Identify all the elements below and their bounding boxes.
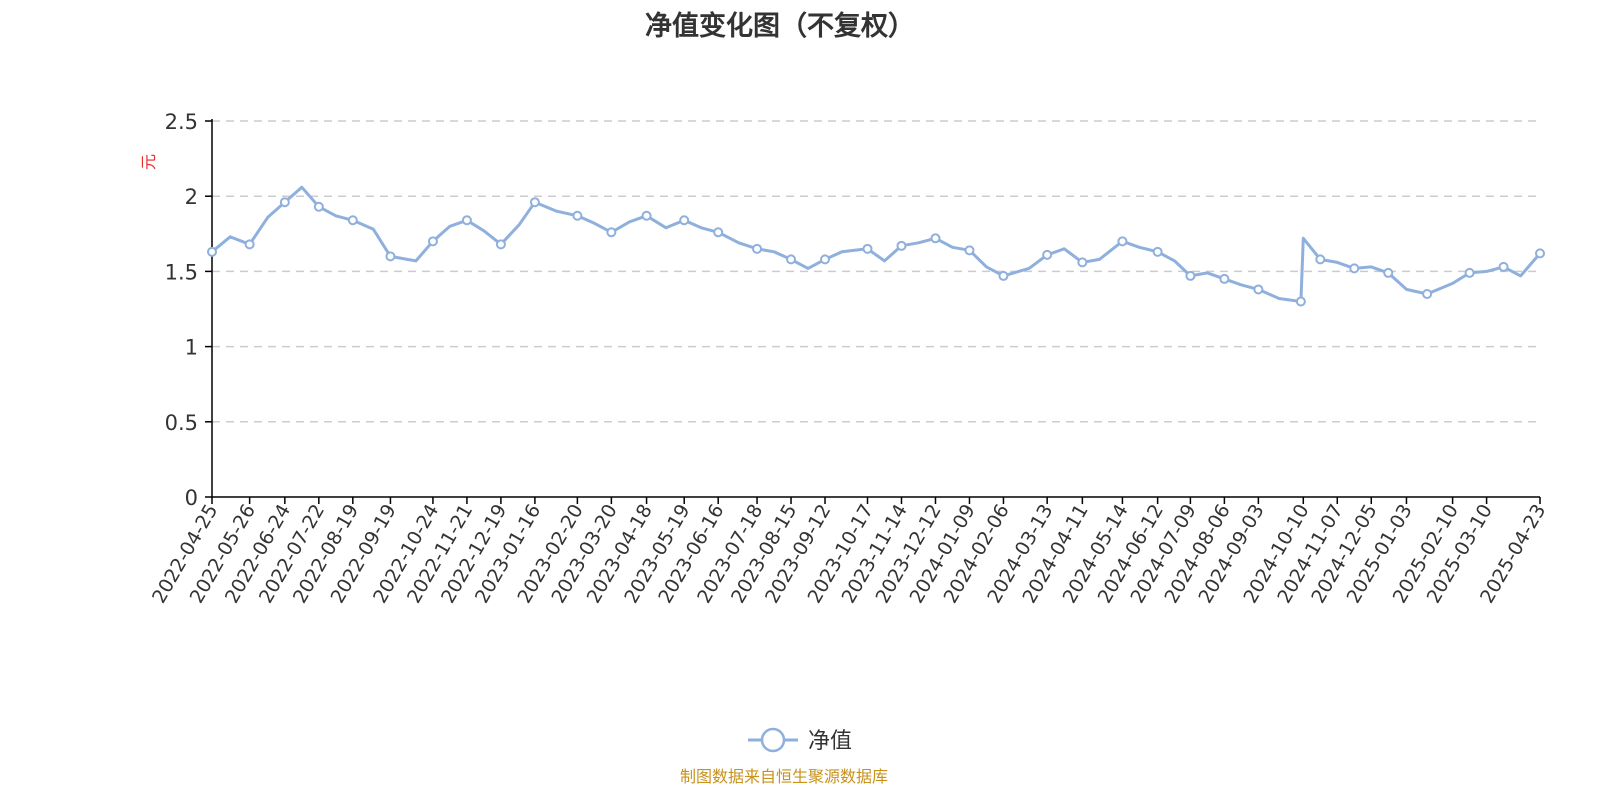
data-point[interactable] bbox=[207, 246, 217, 257]
data-point[interactable] bbox=[786, 254, 797, 265]
data-point[interactable] bbox=[820, 254, 831, 265]
y-tick-label: 2.5 bbox=[165, 110, 198, 134]
y-tick-labels: 0 0.5 1 1.5 2 2.5 bbox=[165, 110, 198, 510]
data-point[interactable] bbox=[896, 240, 907, 251]
data-point[interactable] bbox=[1152, 246, 1163, 257]
data-point[interactable] bbox=[244, 239, 255, 250]
data-points bbox=[207, 197, 1545, 307]
legend-marker-icon bbox=[760, 727, 786, 753]
legend-label: 净值 bbox=[808, 729, 852, 754]
series-line bbox=[211, 185, 1542, 303]
data-point[interactable] bbox=[279, 197, 290, 208]
data-point[interactable] bbox=[1422, 288, 1433, 299]
data-point[interactable] bbox=[862, 243, 873, 254]
gridlines bbox=[212, 120, 1540, 423]
data-point[interactable] bbox=[495, 239, 506, 250]
data-point[interactable] bbox=[752, 243, 763, 254]
data-point[interactable] bbox=[347, 215, 358, 226]
data-source-note: 制图数据来自恒生聚源数据库 bbox=[679, 767, 888, 786]
y-tick-label: 1.5 bbox=[165, 260, 198, 284]
legend[interactable]: 净值 bbox=[748, 727, 852, 754]
data-point[interactable] bbox=[641, 210, 652, 221]
data-point[interactable] bbox=[529, 197, 540, 208]
data-point[interactable] bbox=[1219, 273, 1230, 284]
data-point[interactable] bbox=[1464, 267, 1475, 278]
data-point[interactable] bbox=[1077, 257, 1088, 268]
series-lines bbox=[211, 185, 1542, 303]
chart-title: 净值变化图（不复权） bbox=[645, 11, 915, 42]
data-point[interactable] bbox=[385, 251, 396, 262]
axes bbox=[205, 119, 1541, 504]
data-point[interactable] bbox=[606, 227, 617, 238]
data-point[interactable] bbox=[964, 245, 975, 256]
data-point[interactable] bbox=[1535, 248, 1545, 259]
data-point[interactable] bbox=[1253, 284, 1264, 295]
data-point[interactable] bbox=[427, 236, 438, 247]
data-point[interactable] bbox=[1042, 249, 1053, 260]
data-point[interactable] bbox=[679, 215, 690, 226]
data-point[interactable] bbox=[572, 210, 583, 221]
y-tick-label: 1 bbox=[185, 336, 198, 360]
data-point[interactable] bbox=[1349, 263, 1360, 274]
data-point[interactable] bbox=[1315, 254, 1326, 265]
data-point[interactable] bbox=[1185, 270, 1196, 281]
y-tick-label: 0.5 bbox=[165, 411, 198, 435]
data-point[interactable] bbox=[313, 201, 324, 212]
y-tick-label: 0 bbox=[185, 486, 198, 510]
data-point[interactable] bbox=[1498, 261, 1509, 272]
data-point[interactable] bbox=[1383, 267, 1394, 278]
data-point[interactable] bbox=[930, 233, 941, 244]
data-point[interactable] bbox=[1117, 236, 1128, 247]
y-axis-label: 元 bbox=[139, 154, 158, 170]
y-tick-label: 2 bbox=[185, 185, 198, 209]
x-tick-labels: 2022-04-252022-05-262022-06-242022-07-22… bbox=[148, 500, 1550, 607]
data-point[interactable] bbox=[998, 270, 1009, 281]
data-point[interactable] bbox=[461, 215, 472, 226]
data-point[interactable] bbox=[713, 227, 724, 238]
data-point[interactable] bbox=[1295, 296, 1306, 307]
